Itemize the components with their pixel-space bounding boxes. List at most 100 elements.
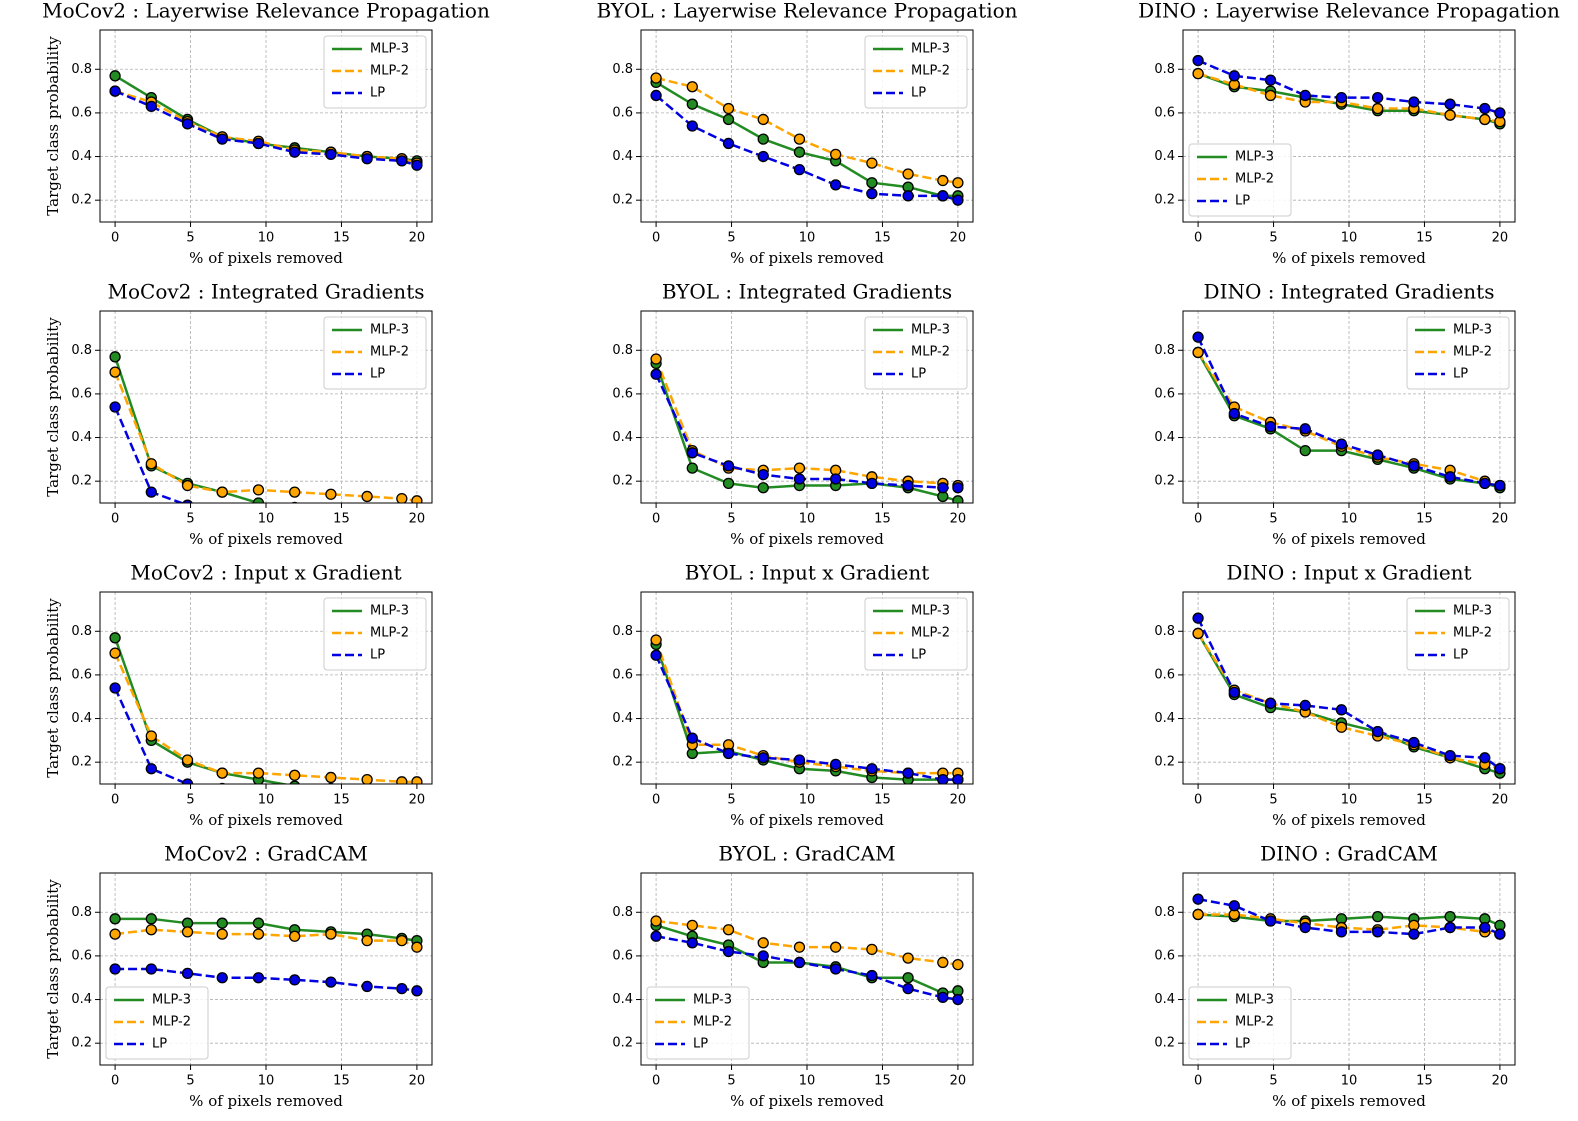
plot-area bbox=[650, 353, 964, 503]
x-axis-label: % of pixels removed bbox=[730, 811, 884, 829]
marker bbox=[902, 972, 914, 984]
marker bbox=[1299, 699, 1311, 712]
panel: 0.2 0.4 0.6 0.8 0 5 10 15 20 MoCov2 : GradCAM % of… bbox=[44, 842, 433, 1110]
x-tick-label: 0 bbox=[1194, 231, 1202, 246]
legend-label: MLP-2 bbox=[1235, 1015, 1274, 1030]
marker bbox=[937, 991, 949, 1004]
legend-label: LP bbox=[1453, 648, 1468, 663]
x-tick-label: 10 bbox=[1341, 512, 1358, 527]
series-line bbox=[654, 373, 958, 489]
marker bbox=[937, 773, 949, 784]
marker bbox=[1444, 921, 1456, 934]
legend: MLP-3 MLP-2 LP bbox=[864, 597, 968, 671]
axes-frame bbox=[640, 310, 974, 504]
marker bbox=[1192, 627, 1204, 640]
y-tick-label: 0.8 bbox=[612, 62, 633, 77]
series-line bbox=[113, 687, 198, 784]
marker bbox=[686, 937, 698, 949]
marker bbox=[793, 956, 806, 969]
x-tick-label: 5 bbox=[727, 793, 735, 808]
y-tick-label: 0.4 bbox=[1154, 149, 1175, 164]
marker bbox=[1192, 346, 1204, 359]
x-tick-label: 20 bbox=[409, 231, 426, 246]
x-tick-label: 0 bbox=[652, 793, 660, 808]
marker bbox=[216, 767, 228, 779]
marker bbox=[397, 792, 407, 802]
marker bbox=[252, 767, 265, 779]
marker bbox=[902, 767, 914, 779]
x-tick-label: 20 bbox=[1492, 512, 1509, 527]
y-tick-label: 0.2 bbox=[612, 755, 633, 770]
chart-title: BYOL : GradCAM bbox=[718, 842, 895, 866]
legend: MLP-3 MLP-2 LP bbox=[323, 35, 427, 109]
x-tick-label: 15 bbox=[874, 512, 891, 527]
legend-box bbox=[323, 35, 427, 109]
marker bbox=[411, 941, 423, 953]
y-tick-label: 0.6 bbox=[612, 667, 633, 682]
y-tick-label: 0.2 bbox=[1154, 193, 1175, 208]
panel: 0.2 0.4 0.6 0.8 0 5 10 15 20 BYOL : Layerwise Rel… bbox=[596, 0, 1017, 267]
marker bbox=[866, 187, 878, 200]
x-axis-label: % of pixels removed bbox=[1272, 1092, 1426, 1110]
legend-label: LP bbox=[911, 367, 926, 382]
marker bbox=[1192, 331, 1204, 343]
plot-area bbox=[1192, 54, 1506, 130]
marker bbox=[757, 113, 769, 126]
marker bbox=[396, 492, 408, 503]
marker bbox=[1264, 74, 1277, 86]
marker bbox=[650, 915, 662, 927]
marker bbox=[109, 682, 121, 694]
y-tick-label: 0.6 bbox=[1154, 386, 1175, 401]
x-axis-label: % of pixels removed bbox=[1272, 249, 1426, 267]
marker bbox=[1408, 96, 1420, 108]
legend-label: MLP-2 bbox=[152, 1015, 191, 1030]
series-line bbox=[1197, 632, 1501, 775]
legend-label: LP bbox=[1453, 367, 1468, 382]
marker bbox=[1228, 70, 1240, 82]
chart-title: DINO : Input x Gradient bbox=[1226, 561, 1471, 585]
y-tick-label: 0.2 bbox=[71, 755, 92, 770]
marker bbox=[325, 488, 337, 500]
legend-label: MLP-2 bbox=[370, 64, 409, 79]
legend-label: MLP-2 bbox=[1235, 172, 1274, 187]
series-line bbox=[113, 371, 418, 503]
legend-box bbox=[864, 35, 968, 109]
marker bbox=[109, 366, 121, 378]
marker bbox=[217, 505, 227, 515]
marker bbox=[397, 511, 407, 521]
marker bbox=[109, 401, 121, 413]
series-line bbox=[655, 935, 959, 1001]
marker bbox=[757, 150, 769, 163]
legend-label: MLP-2 bbox=[370, 345, 409, 360]
y-tick-label: 0.4 bbox=[71, 430, 92, 445]
marker bbox=[1372, 91, 1384, 104]
marker bbox=[1444, 910, 1456, 923]
legend-box bbox=[864, 597, 968, 671]
y-axis-label: Target class probability bbox=[44, 598, 62, 778]
legend: MLP-3 MLP-2 LP bbox=[1406, 597, 1510, 671]
marker bbox=[1479, 752, 1491, 764]
legend-label: MLP-3 bbox=[370, 604, 409, 619]
axes-frame bbox=[640, 872, 974, 1066]
marker bbox=[290, 509, 300, 519]
series-line bbox=[1197, 897, 1501, 936]
marker bbox=[793, 146, 806, 158]
x-tick-label: 20 bbox=[409, 793, 426, 808]
legend-box bbox=[323, 316, 427, 390]
marker bbox=[109, 632, 121, 644]
marker bbox=[937, 482, 949, 494]
marker bbox=[1479, 921, 1491, 934]
series-line bbox=[113, 637, 290, 784]
y-tick-label: 0.6 bbox=[612, 386, 633, 401]
x-tick-label: 5 bbox=[727, 512, 735, 527]
x-axis-label: % of pixels removed bbox=[730, 249, 884, 267]
marker bbox=[722, 945, 735, 958]
marker bbox=[290, 788, 300, 798]
x-tick-label: 5 bbox=[1269, 1074, 1277, 1089]
legend: MLP-3 MLP-2 LP bbox=[864, 35, 968, 109]
marker bbox=[181, 967, 194, 980]
marker bbox=[397, 507, 407, 517]
y-tick-label: 0.8 bbox=[612, 343, 633, 358]
marker bbox=[1192, 908, 1204, 921]
marker bbox=[182, 499, 193, 503]
